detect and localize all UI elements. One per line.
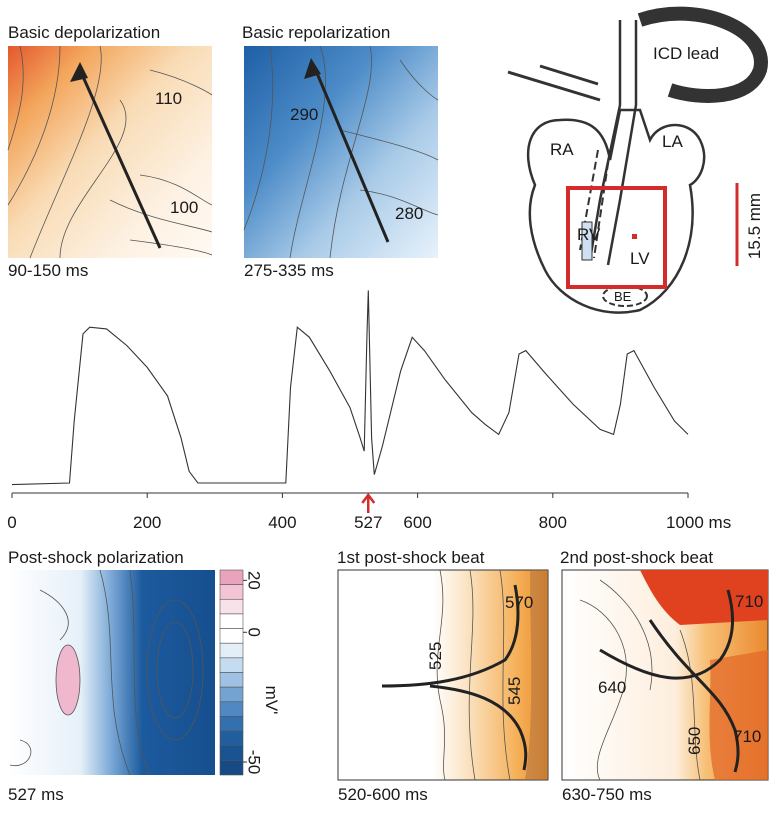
diagram-label: BE [614,289,632,304]
diagram-label: LA [662,132,683,151]
propagation-arrow [78,69,162,249]
contour-label: 570 [505,593,533,612]
colorbar-band [219,598,244,615]
colorbar-band [219,613,244,629]
x-tick-label: 400 [268,513,296,532]
panel-title: Basic depolarization [8,23,160,42]
contour-lines [7,45,213,259]
colorbar [219,569,244,776]
panel-title: 1st post-shock beat [337,548,485,567]
colorbar-tick-label: -50 [245,750,264,775]
arrow-head [304,58,321,79]
colorbar-band [219,672,244,688]
colorbar-band [219,584,244,600]
contour-label: 280 [395,204,423,223]
contour-lines [436,569,548,781]
colorbar-band [219,686,244,703]
contour-label: 110 [155,89,182,108]
contour-label: 650 [685,727,704,755]
colorbar-label: mV' [262,686,281,715]
contour-label: 525 [426,642,445,670]
panel-title: Basic repolarization [242,23,390,42]
contour-label: 100 [170,198,198,217]
diagram-label: RV [577,225,601,244]
propagation-arrow [381,584,520,688]
propagation-arrow [312,65,390,243]
x-tick-label: 527 [354,513,382,532]
panel-time: 275-335 ms [244,261,334,280]
contour-label: 545 [505,677,524,705]
colorbar-tick-label: 20 [245,571,264,590]
contour-label: 640 [598,678,626,697]
colorbar-band [219,716,244,732]
arrow-head [70,62,88,82]
x-tick-label: 0 [7,513,16,532]
propagation-arrow [648,619,740,773]
colorbar-band [219,701,244,717]
mapped-area [566,186,667,289]
panel-time: 520-600 ms [338,785,428,804]
contour-label: 710 [735,592,763,611]
panel-time: 90-150 ms [8,261,88,280]
panel-time: 527 ms [8,785,64,804]
panel-title: 2nd post-shock beat [560,548,713,567]
colorbar-band [219,657,244,673]
diagram-label: LV [630,249,650,268]
contour-label: 290 [290,105,318,124]
contour-lines [9,569,204,776]
colorbar-band [219,642,244,659]
contour-label: 710 [733,727,761,746]
colorbar-band [219,569,244,585]
diagram-label: RA [550,140,574,159]
panel-title: Post-shock polarization [8,548,184,567]
colorbar-band [219,628,244,644]
x-tick-label: 200 [133,513,161,532]
diagram-label: ICD lead [653,44,719,63]
shock-marker [361,492,376,513]
contour-map [244,46,438,258]
colorbar-band [219,760,244,776]
scale-label: 15.5 mm [745,193,764,259]
colorbar-band [219,730,244,747]
colorbar-tick-label: 0 [245,628,264,637]
propagation-arrow [599,589,734,680]
x-tick-label: 1000 ms [666,513,731,532]
heart-diagram [507,6,768,314]
x-tick-label: 800 [539,513,567,532]
panel-time: 630-750 ms [562,785,652,804]
contour-lines [579,570,768,781]
contour-map [8,46,212,258]
colorbar-band [219,745,244,761]
propagation-arrow [429,684,528,771]
icd-lead-loop [637,6,768,103]
trace-line [11,290,689,486]
x-tick-label: 600 [403,513,431,532]
contour-lines [243,45,439,259]
